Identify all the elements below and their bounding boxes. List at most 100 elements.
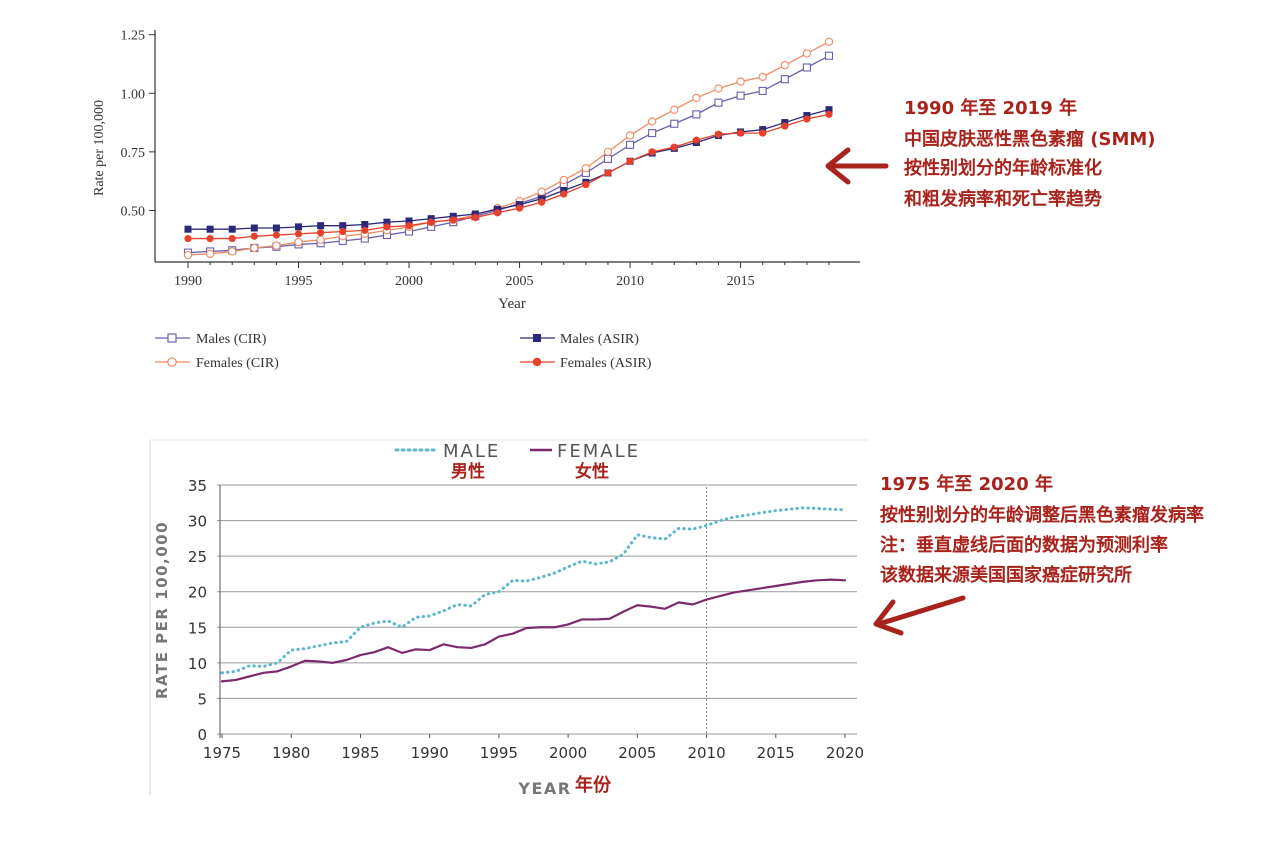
data-point <box>603 154 613 163</box>
top-annotation-line-1: 1990 年至 2019 年 <box>904 97 1077 119</box>
top-x-tick-label: 2010 <box>616 274 644 289</box>
data-point <box>781 122 789 130</box>
data-point <box>626 140 635 149</box>
legend-marker-females-cir <box>167 357 177 367</box>
bottom-x-tick-label: 1975 <box>203 744 241 762</box>
data-point <box>824 51 834 60</box>
data-point <box>228 234 236 243</box>
bottom-x-tick-label: 2010 <box>687 744 725 762</box>
legend-marker-males-asir <box>533 334 541 342</box>
data-point <box>316 235 325 244</box>
data-point <box>670 119 679 128</box>
legend-entry-female: FEMALE 女性 <box>530 441 640 482</box>
data-point <box>648 117 657 126</box>
top-legend: Males (CIR) Females (CIR) Males (ASIR) F… <box>155 332 652 371</box>
bottom-y-tick-label: 35 <box>188 477 207 495</box>
bottom-y-tick-label: 0 <box>197 726 207 744</box>
top-y-axis-label: Rate per 100,000 <box>92 100 107 196</box>
bottom-y-axis-label: RATE PER 100,000 <box>153 521 171 699</box>
legend-label-females-cir: Females (CIR) <box>196 356 279 371</box>
data-point <box>272 224 280 232</box>
data-point <box>560 190 568 198</box>
top-series-group <box>183 37 834 260</box>
data-point <box>736 129 745 137</box>
data-point <box>317 229 325 237</box>
bottom-annotation-line-2: 按性别划分的年龄调整后黑色素瘤发病率 <box>880 504 1204 526</box>
data-point <box>383 218 391 226</box>
legend-marker-males-cir <box>167 333 177 343</box>
data-point <box>272 231 281 239</box>
data-point <box>471 213 479 222</box>
data-point <box>515 204 524 212</box>
data-point <box>250 224 258 232</box>
top-y-tick-label: 0.75 <box>121 146 146 161</box>
data-point <box>538 198 546 206</box>
legend-label-male-cn: 男性 <box>451 461 485 482</box>
data-point <box>692 93 701 103</box>
top-x-tick-label: 2015 <box>727 274 755 289</box>
data-point <box>824 37 834 46</box>
data-point <box>692 136 700 144</box>
legend-label-female: FEMALE <box>557 441 640 462</box>
data-point <box>272 241 281 250</box>
bottom-x-tick-label: 1985 <box>341 744 379 762</box>
top-annotation: 1990 年至 2019 年 中国皮肤恶性黑色素瘤 (SMM) 按性别划分的年龄… <box>825 97 1156 210</box>
top-y-tick-label: 1.25 <box>121 29 146 44</box>
bottom-gridlines <box>217 484 857 738</box>
top-y-ticks: 0.50 0.75 1.00 1.25 <box>121 29 155 219</box>
legend-entry-males-cir: Males (CIR) <box>155 332 267 347</box>
bottom-y-tick-label: 25 <box>188 548 207 566</box>
data-point <box>205 249 215 258</box>
data-point <box>493 209 502 217</box>
top-arrow-icon <box>825 147 889 185</box>
data-point <box>648 129 657 138</box>
data-point <box>228 225 236 233</box>
series-line <box>187 41 830 256</box>
top-chart-axes <box>154 30 860 263</box>
bottom-y-tick-label: 5 <box>197 690 207 708</box>
bottom-x-tick-label: 2020 <box>826 744 864 762</box>
legend-label-males-asir: Males (ASIR) <box>560 332 639 347</box>
bottom-x-tick-label: 2015 <box>757 744 795 762</box>
data-point <box>603 147 613 157</box>
bottom-x-axis-label-cn: 年份 <box>575 774 612 796</box>
top-chart: 0.50 0.75 1.00 1.25 1990 1995 2000 2005 2010 201… <box>92 29 860 371</box>
data-point <box>295 223 303 231</box>
bottom-x-axis-label: YEAR <box>517 779 571 798</box>
legend-entry-male: MALE 男性 <box>394 441 500 482</box>
legend-marker-females-asir <box>532 357 542 367</box>
data-point <box>802 63 811 72</box>
data-point <box>206 225 214 233</box>
data-point <box>383 223 391 231</box>
bottom-x-tick-label: 2005 <box>618 744 656 762</box>
data-point <box>670 105 679 114</box>
bottom-x-tick-label: 1980 <box>272 744 310 762</box>
bottom-annotation: 1975 年至 2020 年 按性别划分的年龄调整后黑色素瘤发病率 注：垂直虚线… <box>873 473 1204 636</box>
data-point <box>449 216 457 224</box>
top-x-tick-label: 1990 <box>174 274 202 289</box>
top-y-tick-label: 1.00 <box>121 87 146 102</box>
data-point <box>825 110 833 118</box>
data-point <box>206 234 214 243</box>
bottom-annotation-line-4: 该数据来源美国国家癌症研究所 <box>880 564 1132 586</box>
data-point <box>759 129 767 137</box>
legend-label-male: MALE <box>443 441 500 462</box>
legend-label-female-cn: 女性 <box>575 461 609 482</box>
data-point <box>581 164 591 173</box>
legend-label-males-cir: Males (CIR) <box>196 332 267 347</box>
bottom-x-tick-label: 2000 <box>549 744 587 762</box>
data-point <box>405 217 413 225</box>
bottom-annotation-line-3: 注：垂直虚线后面的数据为预测利率 <box>880 534 1168 556</box>
legend-entry-females-asir: Females (ASIR) <box>520 356 652 371</box>
series-line <box>187 55 830 254</box>
data-point <box>758 72 767 82</box>
data-point <box>294 237 303 247</box>
data-point <box>294 230 303 238</box>
data-point <box>317 222 325 230</box>
data-point <box>582 181 590 189</box>
series-line-female <box>220 578 847 683</box>
data-point <box>648 148 656 156</box>
data-point <box>184 234 192 243</box>
legend-entry-females-cir: Females (CIR) <box>155 356 279 371</box>
